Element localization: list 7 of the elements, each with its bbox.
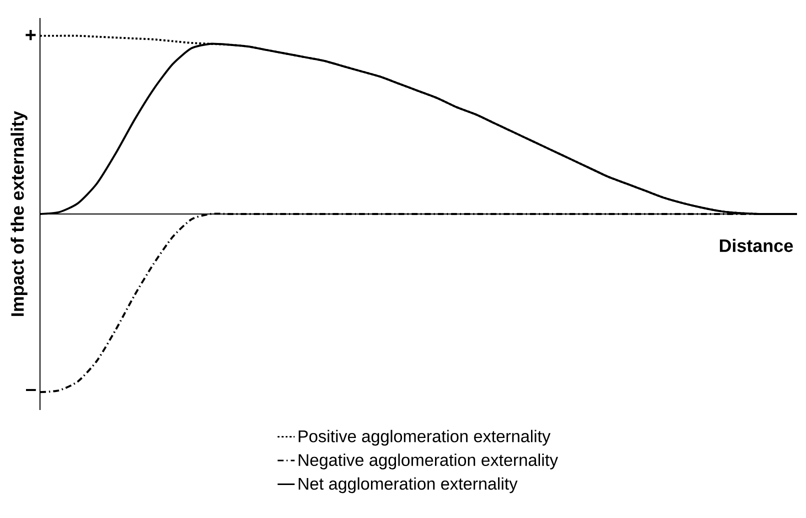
legend-label: Positive agglomeration externality: [298, 430, 551, 446]
text: –: [26, 389, 36, 391]
legend-label: Net agglomeration externality: [298, 477, 518, 494]
legend-label: Negative agglomeration externality: [298, 454, 558, 470]
x-axis-title: Distance: [720, 238, 793, 252]
y-axis-title: Impact of the externality: [10, 110, 28, 316]
text: +: [26, 30, 36, 40]
